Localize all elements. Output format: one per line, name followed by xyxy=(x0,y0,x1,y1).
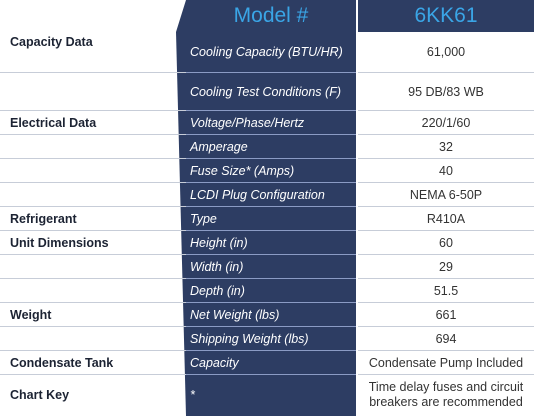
row-spec-label: Shipping Weight (lbs) xyxy=(190,331,309,346)
row-spec-label: Width (in) xyxy=(190,259,244,274)
row-spec-label: Amperage xyxy=(190,139,248,154)
table-row: Condensate Tank Capacity Condensate Pump I… xyxy=(0,351,534,375)
row-divider xyxy=(358,110,534,111)
row-divider xyxy=(0,278,186,279)
row-spec-label: Depth (in) xyxy=(190,283,245,298)
model-value: 6KK61 xyxy=(414,4,478,27)
table-row: Depth (in) 51.5 xyxy=(0,279,534,303)
row-divider xyxy=(0,230,186,231)
table-row: Fuse Size* (Amps) 40 xyxy=(0,159,534,183)
row-value: NEMA 6-50P xyxy=(409,187,483,202)
row-spec-label: Voltage/Phase/Hertz xyxy=(190,115,305,130)
header-divider xyxy=(356,0,358,32)
row-divider xyxy=(358,72,534,73)
row-value: R410A xyxy=(426,211,466,226)
row-divider xyxy=(186,230,356,231)
table-row: Amperage 32 xyxy=(0,135,534,159)
row-divider xyxy=(0,134,186,135)
model-label: Model # xyxy=(233,4,309,27)
row-spec-label: Capacity xyxy=(190,355,239,370)
row-divider xyxy=(358,302,534,303)
row-divider xyxy=(186,326,356,327)
table-row: Unit Dimensions Height (in) 60 xyxy=(0,231,534,255)
row-divider xyxy=(186,254,356,255)
row-category: Condensate Tank xyxy=(10,356,114,370)
row-divider xyxy=(186,182,356,183)
row-divider xyxy=(358,158,534,159)
table-row: LCDI Plug Configuration NEMA 6-50P xyxy=(0,183,534,207)
row-value: 40 xyxy=(439,163,453,178)
row-divider xyxy=(0,326,186,327)
row-divider xyxy=(186,278,356,279)
row-divider xyxy=(186,134,356,135)
table-row: Shipping Weight (lbs) 694 xyxy=(0,327,534,351)
row-value: 51.5 xyxy=(433,283,459,298)
row-divider xyxy=(0,254,186,255)
row-category: Refrigerant xyxy=(10,212,77,226)
row-spec-label: * xyxy=(190,387,195,402)
row-divider xyxy=(186,158,356,159)
row-value: 60 xyxy=(439,235,453,250)
header-band xyxy=(176,0,534,32)
table-row: Weight Net Weight (lbs) 661 xyxy=(0,303,534,327)
row-divider xyxy=(358,278,534,279)
table-row: Electrical Data Voltage/Phase/Hertz 220/1/… xyxy=(0,111,534,135)
row-divider xyxy=(358,182,534,183)
row-category: Unit Dimensions xyxy=(10,236,109,250)
row-divider xyxy=(0,374,186,375)
row-divider xyxy=(186,374,356,375)
row-spec-label: Height (in) xyxy=(190,235,248,250)
row-divider xyxy=(358,350,534,351)
row-spec-label: Type xyxy=(190,211,217,226)
row-value: 29 xyxy=(439,259,453,274)
row-divider xyxy=(358,254,534,255)
table-row: Cooling Test Conditions (F) 95 DB/83 WB xyxy=(0,73,534,111)
row-value: 661 xyxy=(435,307,457,322)
row-divider xyxy=(0,158,186,159)
row-divider xyxy=(358,374,534,375)
row-divider xyxy=(0,302,186,303)
row-divider xyxy=(358,230,534,231)
row-divider xyxy=(358,134,534,135)
row-value: 95 DB/83 WB xyxy=(408,84,484,99)
row-spec-label: Fuse Size* (Amps) xyxy=(190,163,295,178)
table-row: Capacity Data Cooling Capacity (BTU/HR) 61… xyxy=(0,32,534,73)
row-category: Capacity Data xyxy=(10,35,93,49)
spec-column-band xyxy=(176,32,356,416)
row-category: Weight xyxy=(10,308,52,322)
row-value: 32 xyxy=(439,139,453,154)
table-row: Width (in) 29 xyxy=(0,255,534,279)
row-divider xyxy=(186,110,356,111)
row-category: Electrical Data xyxy=(10,116,97,130)
row-spec-label: Cooling Test Conditions (F) xyxy=(190,84,341,99)
row-value: Condensate Pump Included xyxy=(368,355,524,370)
row-divider xyxy=(0,182,186,183)
row-divider xyxy=(358,326,534,327)
row-value: 61,000 xyxy=(426,45,466,59)
row-divider xyxy=(186,350,356,351)
row-spec-label: Cooling Capacity (BTU/HR) xyxy=(190,45,343,59)
row-spec-label: Net Weight (lbs) xyxy=(190,307,280,322)
table-row: Refrigerant Type R410A xyxy=(0,207,534,231)
row-divider xyxy=(0,110,186,111)
header-blank-cell xyxy=(0,0,186,32)
row-divider xyxy=(186,72,356,73)
row-spec-label: LCDI Plug Configuration xyxy=(190,187,325,202)
row-divider xyxy=(0,72,186,73)
row-divider xyxy=(0,350,186,351)
row-value: 220/1/60 xyxy=(421,115,471,130)
row-divider xyxy=(0,206,186,207)
row-value: Time delay fuses and circuit breakers ar… xyxy=(368,380,524,409)
row-value: 694 xyxy=(435,331,457,346)
row-divider xyxy=(186,302,356,303)
table-row: Chart Key * Time delay fuses and circuit b… xyxy=(0,375,534,415)
row-divider xyxy=(186,206,356,207)
row-category: Chart Key xyxy=(10,388,70,402)
row-divider xyxy=(358,206,534,207)
